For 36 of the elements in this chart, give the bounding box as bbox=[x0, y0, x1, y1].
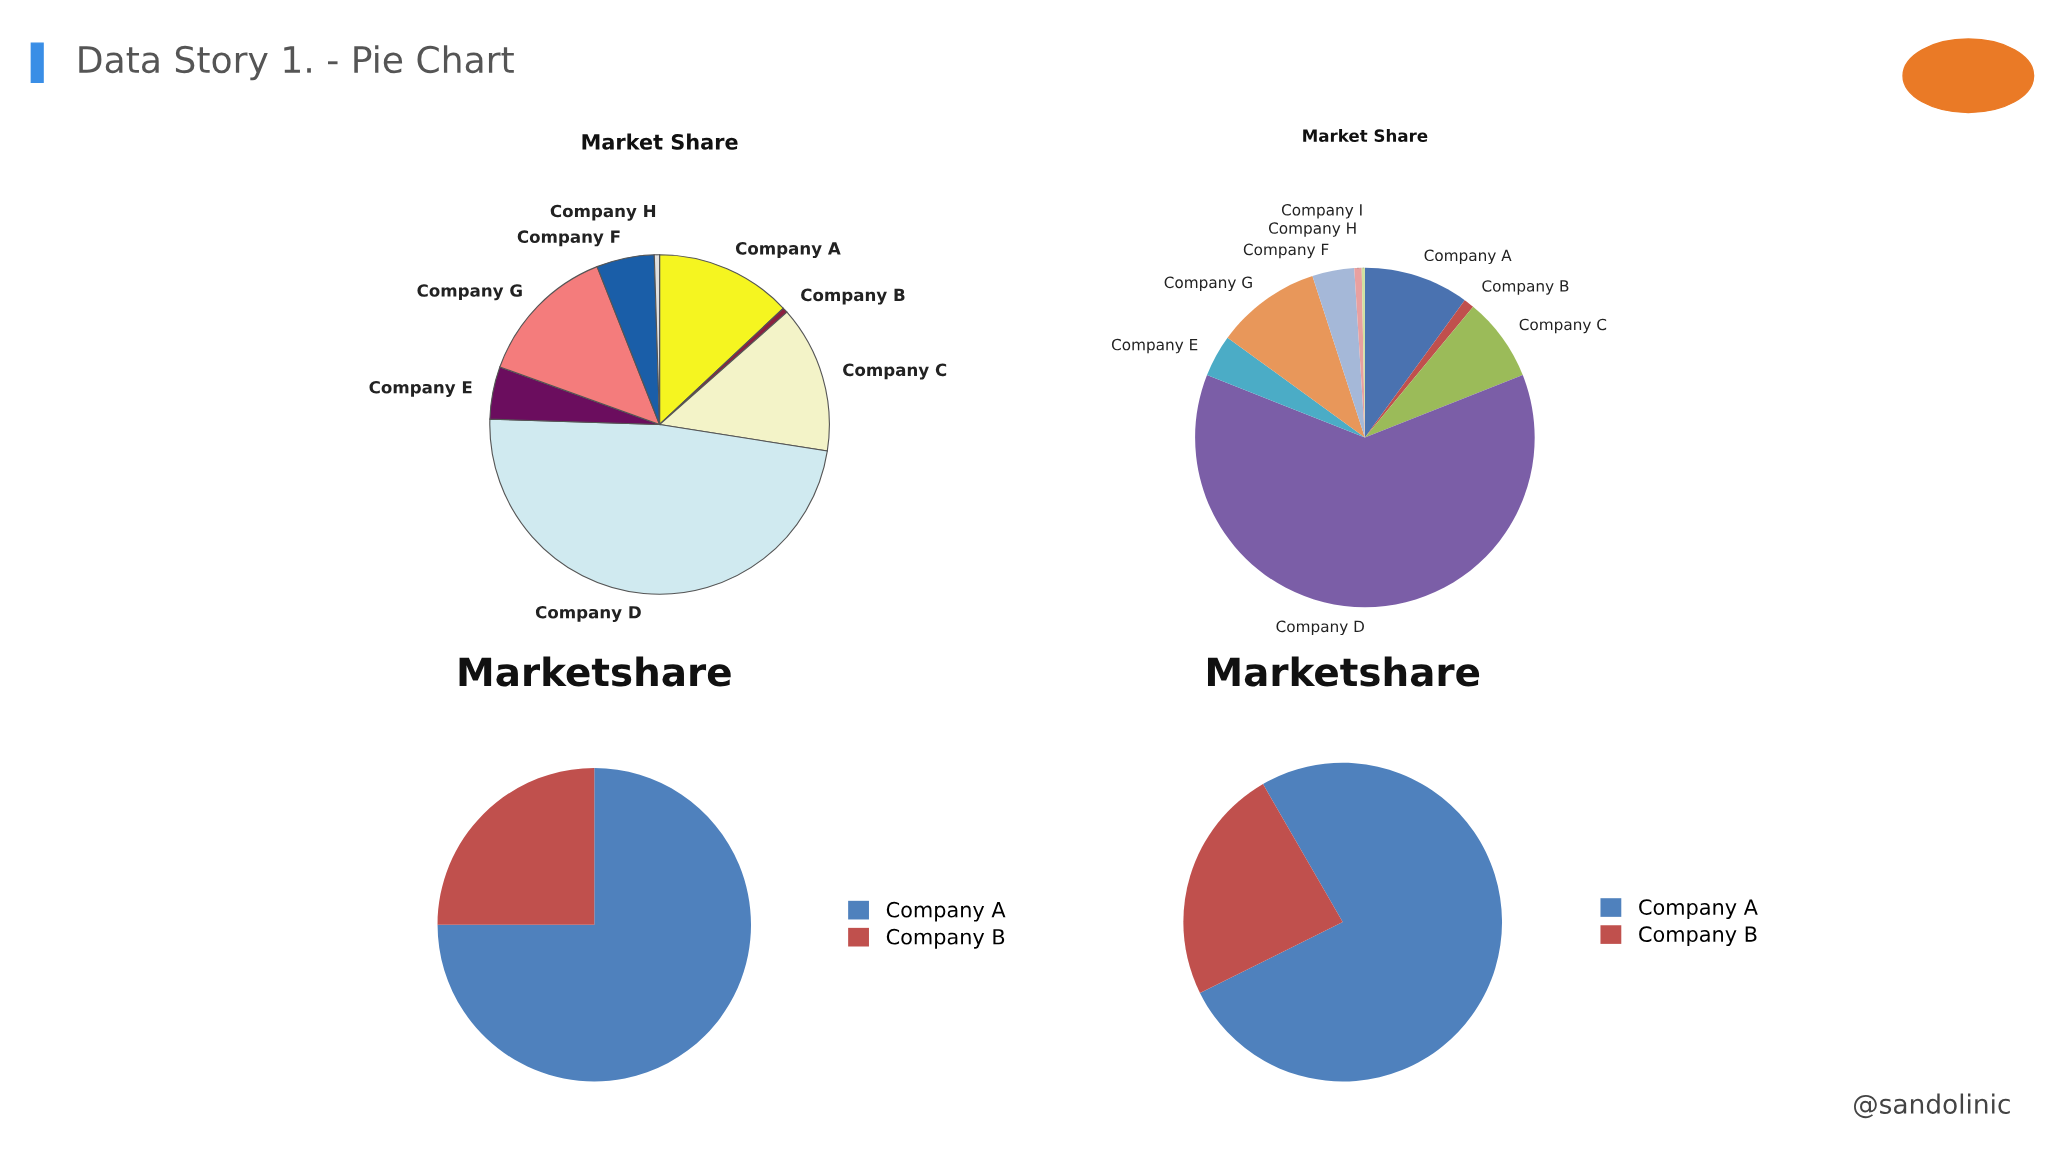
slice-label: Company C bbox=[1519, 318, 1607, 334]
text: Data Story 1. - Pie Chart bbox=[79, 45, 514, 81]
text: @sandolinic bbox=[1854, 1093, 2010, 1119]
chart-title: Marketshare bbox=[459, 656, 731, 687]
pie-slice bbox=[1364, 267, 1465, 438]
slice-label: Company I bbox=[1281, 204, 1362, 219]
legend-label: Company B bbox=[1639, 926, 1757, 947]
slice-label: Company A bbox=[1424, 249, 1512, 265]
chart-title: Marketshare bbox=[1207, 656, 1480, 687]
slice-label: Company E bbox=[1111, 338, 1198, 354]
pie-slice bbox=[1183, 784, 1343, 993]
pie-slice bbox=[1312, 268, 1365, 438]
legend-label: Company A bbox=[1639, 899, 1758, 919]
slice-label: Company H bbox=[1268, 222, 1356, 237]
pie-slice bbox=[1364, 300, 1474, 438]
pie-slice bbox=[437, 768, 595, 925]
slice-label: Company D bbox=[1276, 620, 1364, 636]
legend-label: Company B bbox=[886, 928, 1005, 949]
slice-label: Company A bbox=[735, 242, 841, 259]
pie-slice bbox=[1195, 375, 1535, 608]
slice-label: Company E bbox=[369, 380, 472, 397]
slice-label: Company H bbox=[550, 204, 656, 221]
slice-label: Company B bbox=[801, 288, 905, 305]
pie-slice bbox=[437, 768, 752, 1082]
slice-label: Company F bbox=[1243, 243, 1329, 259]
pie-slice bbox=[1207, 337, 1365, 438]
pie-slice bbox=[1199, 762, 1503, 1082]
slice-label: Company B bbox=[1482, 280, 1569, 295]
slice-label: Company G bbox=[1164, 276, 1252, 292]
slice-label: Company F bbox=[517, 230, 620, 247]
slice-label: Company C bbox=[843, 363, 947, 380]
legend-label: Company A bbox=[886, 901, 1006, 922]
slice-label: Company G bbox=[417, 284, 522, 301]
chart-title: Market Share bbox=[1303, 129, 1428, 142]
chart-title: Market Share bbox=[582, 133, 738, 150]
slice-label: Company D bbox=[535, 605, 641, 622]
